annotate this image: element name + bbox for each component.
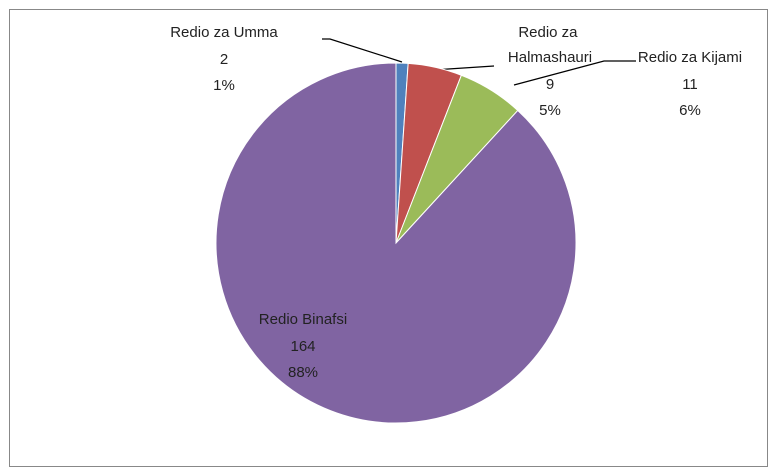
slice-label-value: 11 — [682, 76, 698, 93]
slice-label-name: Redio Binafsi — [259, 311, 347, 328]
slice-label-percent: 6% — [679, 102, 701, 119]
leader-line — [322, 38, 403, 63]
slice-label-value: 2 — [220, 51, 228, 68]
slice-label-name: Redio za Halmashauri — [508, 24, 592, 66]
slice-label-percent: 1% — [213, 77, 235, 94]
slice-label-percent: 88% — [288, 364, 318, 381]
slice-label-name: Redio za Kijami — [638, 49, 742, 66]
pie-slice — [215, 62, 577, 424]
slice-label-percent: 5% — [539, 102, 561, 119]
leader-line — [513, 60, 636, 86]
slice-label-value: 9 — [546, 76, 554, 93]
slice-label-value: 164 — [290, 338, 315, 355]
slice-label-name: Redio za Umma — [170, 24, 278, 41]
